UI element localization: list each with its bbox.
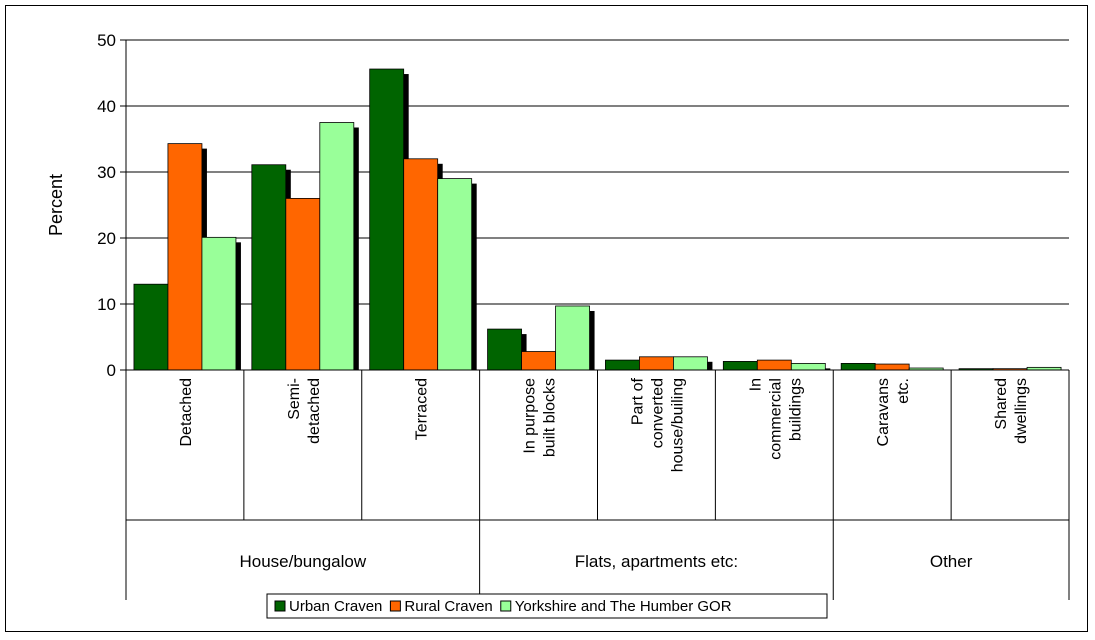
category-label: detached xyxy=(306,378,323,444)
category-label: built blocks xyxy=(542,378,559,457)
y-tick-label: 40 xyxy=(97,97,116,116)
bar xyxy=(605,359,640,371)
category-label: Terraced xyxy=(414,378,431,440)
bar xyxy=(521,351,556,371)
bar xyxy=(403,158,439,371)
y-tick-label: 0 xyxy=(107,361,116,380)
category-label: Detached xyxy=(178,378,195,447)
bar xyxy=(285,197,321,371)
bar xyxy=(756,359,792,371)
bar xyxy=(673,356,708,371)
category-label: Semi- xyxy=(286,378,303,420)
group-label: Flats, apartments etc: xyxy=(575,552,738,571)
legend-label: Rural Craven xyxy=(404,598,492,615)
legend-label: Urban Craven xyxy=(289,598,382,615)
category-label: etc. xyxy=(895,378,912,404)
category-label: converted xyxy=(649,378,666,448)
category-label: commercial xyxy=(767,378,784,460)
legend-swatch xyxy=(274,600,286,612)
category-label: Caravans xyxy=(875,378,892,446)
category-label: Part of xyxy=(629,377,646,425)
legend-label: Yorkshire and The Humber GOR xyxy=(515,598,732,615)
bar xyxy=(840,362,876,371)
legend: Urban Craven Rural Craven Yorkshire and Th… xyxy=(266,593,828,619)
y-tick-label: 10 xyxy=(97,295,116,314)
bar xyxy=(167,143,203,371)
category-label: dwellings xyxy=(1013,378,1030,444)
bar xyxy=(487,328,522,371)
bar xyxy=(639,356,674,371)
axis-labels: 0 10 20 30 40 50 Detached Semi-detached Terraced… xyxy=(97,31,1030,571)
bar xyxy=(790,362,826,371)
bars xyxy=(133,68,1062,371)
bar xyxy=(874,363,910,371)
bar xyxy=(319,122,355,371)
legend-swatch xyxy=(389,600,401,612)
y-tick-label: 30 xyxy=(97,163,116,182)
y-axis-title: Percent xyxy=(46,174,66,236)
legend-box xyxy=(266,593,828,619)
y-tick-label: 20 xyxy=(97,229,116,248)
category-label: buildings xyxy=(787,378,804,441)
y-tick-label: 50 xyxy=(97,31,116,50)
bar xyxy=(201,236,237,371)
group-label: Other xyxy=(930,552,973,571)
group-label: House/bungalow xyxy=(239,552,366,571)
bar xyxy=(437,178,473,371)
bar xyxy=(555,305,590,371)
bar xyxy=(133,283,169,371)
bar xyxy=(251,164,287,371)
bar xyxy=(369,68,405,371)
category-label: house/builing xyxy=(669,378,686,472)
axes xyxy=(120,39,1070,600)
category-label: In purpose xyxy=(522,378,539,454)
category-label: In xyxy=(747,378,764,391)
bar xyxy=(722,361,758,371)
category-label: Shared xyxy=(993,378,1010,430)
legend-swatch xyxy=(500,600,512,612)
